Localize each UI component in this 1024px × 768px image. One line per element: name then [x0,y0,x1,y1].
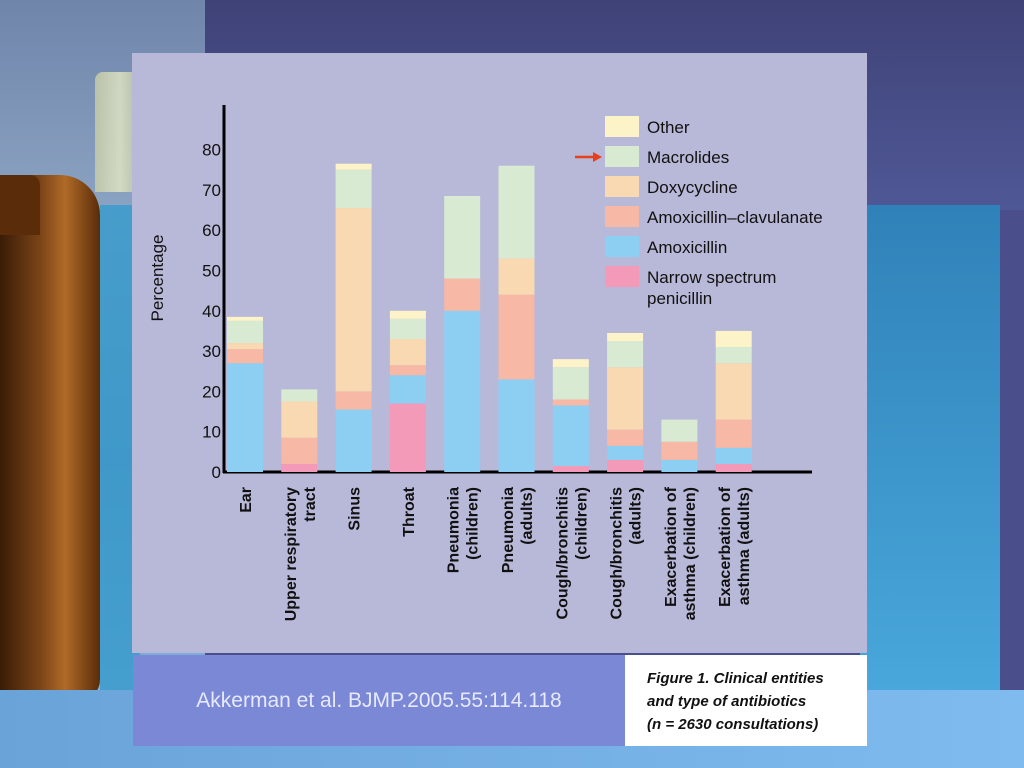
legend-label: Amoxicillin–clavulanate [647,208,823,227]
x-tick-label: asthma (children) [682,487,699,620]
legend-swatch [605,176,639,197]
bar-segment [281,437,318,464]
bar-segment [661,419,698,442]
bar-segment [715,330,752,348]
y-tick-label: 80 [202,141,221,160]
figure-caption: Figure 1. Clinical entities and type of … [625,655,867,746]
bar-segment [389,365,426,376]
legend-swatch [605,146,639,167]
legend-label: Amoxicillin [647,238,727,257]
bar-segment [607,367,644,430]
x-tick-label: Throat [401,486,418,536]
citation-text: Akkerman et al. BJMP.2005.55:114.118 [196,688,562,712]
bar-segment [715,463,752,472]
bar-segment [552,465,589,472]
legend-label: Other [647,118,690,137]
x-tick-label: (adults) [519,487,536,545]
bar-segment [389,403,426,472]
x-tick-label: Exacerbation of [663,486,680,607]
x-tick-label: Pneumonia [500,487,517,573]
background-band-right [860,205,1000,690]
bar-segment [552,367,589,400]
x-tick-label: Pneumonia [446,487,463,573]
bar-segment [335,409,372,472]
bar-segment [498,379,535,472]
legend-label: Macrolides [647,148,729,167]
legend-label: penicillin [647,289,712,308]
legend-swatch [605,206,639,227]
bar-segment [607,459,644,472]
bar-segment [227,363,263,472]
bar-segment [552,399,589,406]
bar-segment [335,391,372,410]
bar-segment [444,310,481,472]
bar-segment [281,401,318,438]
y-axis-label: Percentage [148,235,167,322]
bar-segment [607,332,644,342]
x-tick-label: (children) [573,487,590,560]
bar-segment [281,463,318,472]
bar-segment [389,310,426,319]
bar-segment [607,429,644,446]
bar-segment [389,339,426,366]
bar-segment [444,195,481,279]
x-tick-label: tract [302,486,319,521]
x-tick-label: Cough/bronchitis [554,487,571,620]
x-tick-label: Cough/bronchitis [609,487,626,620]
y-tick-label: 20 [202,382,221,401]
x-tick-label: Upper respiratory [283,487,300,621]
y-tick-label: 30 [202,342,221,361]
bar-segment [661,459,698,472]
bar-segment [281,389,318,402]
highlight-arrow-head [593,152,602,162]
bar-segment [227,320,263,344]
legend-swatch [605,236,639,257]
y-tick-label: 40 [202,302,221,321]
x-tick-label: (children) [465,487,482,560]
caption-line-2: and type of antibiotics [647,693,807,710]
bar-segment [335,208,372,392]
bar-segment [715,347,752,364]
y-tick-label: 0 [212,463,221,482]
stacked-bar-chart: 0 10 20 30 40 50 60 70 80 Percentage Ear Upper resp… [148,105,823,621]
bar-segment [498,165,535,259]
caption-line-1: Figure 1. Clinical entities [647,670,824,687]
bar-segment [227,349,263,364]
legend-swatch [605,266,639,287]
x-tick-label: Sinus [347,487,364,531]
bar-segment [227,316,263,321]
bar-segment [552,405,589,466]
bar-segment [498,258,535,295]
bar-segment [335,169,372,209]
legend-swatch [605,116,639,137]
bar-segment [335,163,372,170]
y-tick-label: 70 [202,181,221,200]
x-tick-label: Ear [238,487,255,513]
y-tick-label: 10 [202,423,221,442]
medicine-bottle-image [0,175,100,700]
legend-label: Narrow spectrum [647,268,776,287]
bar-segment [389,318,426,340]
citation-box: Akkerman et al. BJMP.2005.55:114.118 [133,655,625,746]
caption-line-3: (n = 2630 consultations) [647,716,819,733]
x-tick-label: (adults) [628,487,645,545]
legend-label: Doxycycline [647,178,738,197]
bar-segment [444,278,481,311]
bar-segment [715,447,752,464]
bar-segment [552,359,589,368]
bar-segment [607,445,644,460]
bar-segment [661,441,698,460]
x-tick-label: Exacerbation of [717,486,734,607]
y-tick-label: 60 [202,221,221,240]
bar-segment [227,343,263,350]
bar-segment [715,419,752,448]
bottle-shoulder-image [0,175,40,235]
bar-segment [389,375,426,404]
bar-segment [715,363,752,420]
x-tick-label: asthma (adults) [736,487,753,605]
y-tick-label: 50 [202,262,221,281]
bar-segment [607,341,644,368]
chart-panel: 0 10 20 30 40 50 60 70 80 Percentage Ear Upper resp… [132,53,867,653]
bar-segment [498,294,535,380]
